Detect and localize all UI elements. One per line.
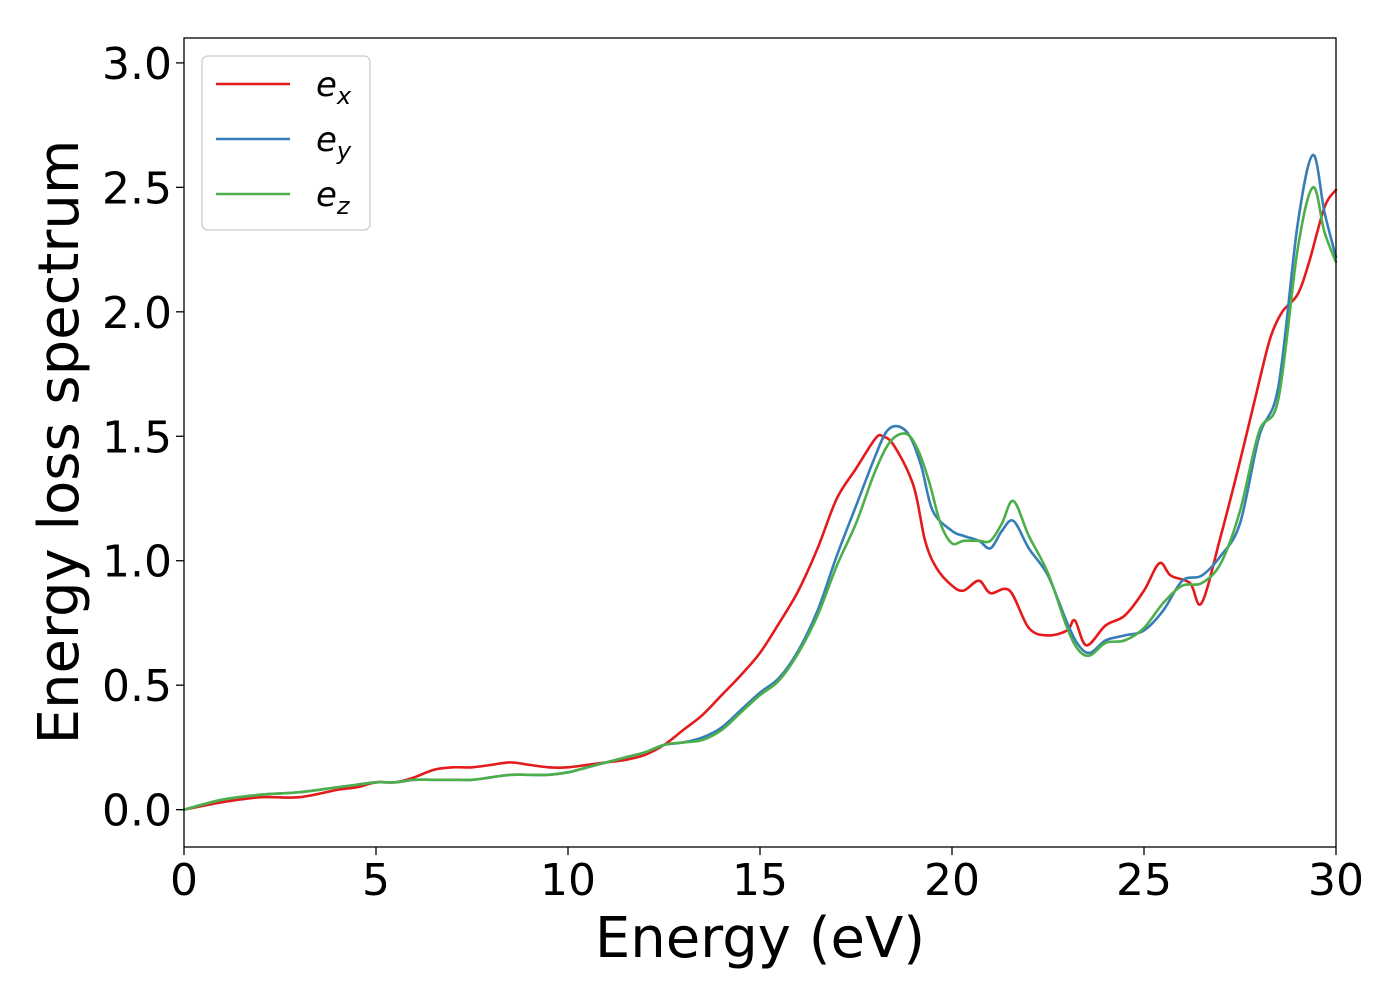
series-line-x <box>182 188 1338 811</box>
y-tick-label: 2.0 <box>102 288 172 339</box>
series-line-z <box>182 186 1338 811</box>
y-tick-label: 1.5 <box>102 412 172 463</box>
x-tick-label: 5 <box>362 855 390 906</box>
x-tick-label: 20 <box>924 855 980 906</box>
x-tick-label: 10 <box>540 855 596 906</box>
legend-label-x: ex <box>316 65 352 110</box>
x-axis-title: Energy (eV) <box>595 906 925 971</box>
legend-label-y: ey <box>316 120 352 165</box>
y-tick-label: 0.0 <box>102 786 172 837</box>
legend-box <box>201 55 371 231</box>
y-tick-label: 3.0 <box>102 39 172 90</box>
y-tick-label: 0.5 <box>102 661 172 712</box>
x-tick-label: 15 <box>732 855 788 906</box>
x-tick-label: 0 <box>170 855 198 906</box>
legend: ex ey ez <box>201 55 371 231</box>
y-tick-label: 1.0 <box>102 537 172 588</box>
y-tick-label: 2.5 <box>102 163 172 214</box>
x-tick-label: 25 <box>1116 855 1172 906</box>
x-axis-ticks: 0 5 10 15 20 25 30 <box>170 847 1364 906</box>
x-tick-label: 30 <box>1308 855 1364 906</box>
series-line-y <box>182 153 1338 811</box>
y-axis-ticks: 0.0 0.5 1.0 1.5 2.0 2.5 3.0 <box>102 39 184 837</box>
series-lines <box>182 153 1338 811</box>
legend-label-z: ez <box>316 175 351 220</box>
y-axis-title: Energy loss spectrum <box>27 140 92 745</box>
